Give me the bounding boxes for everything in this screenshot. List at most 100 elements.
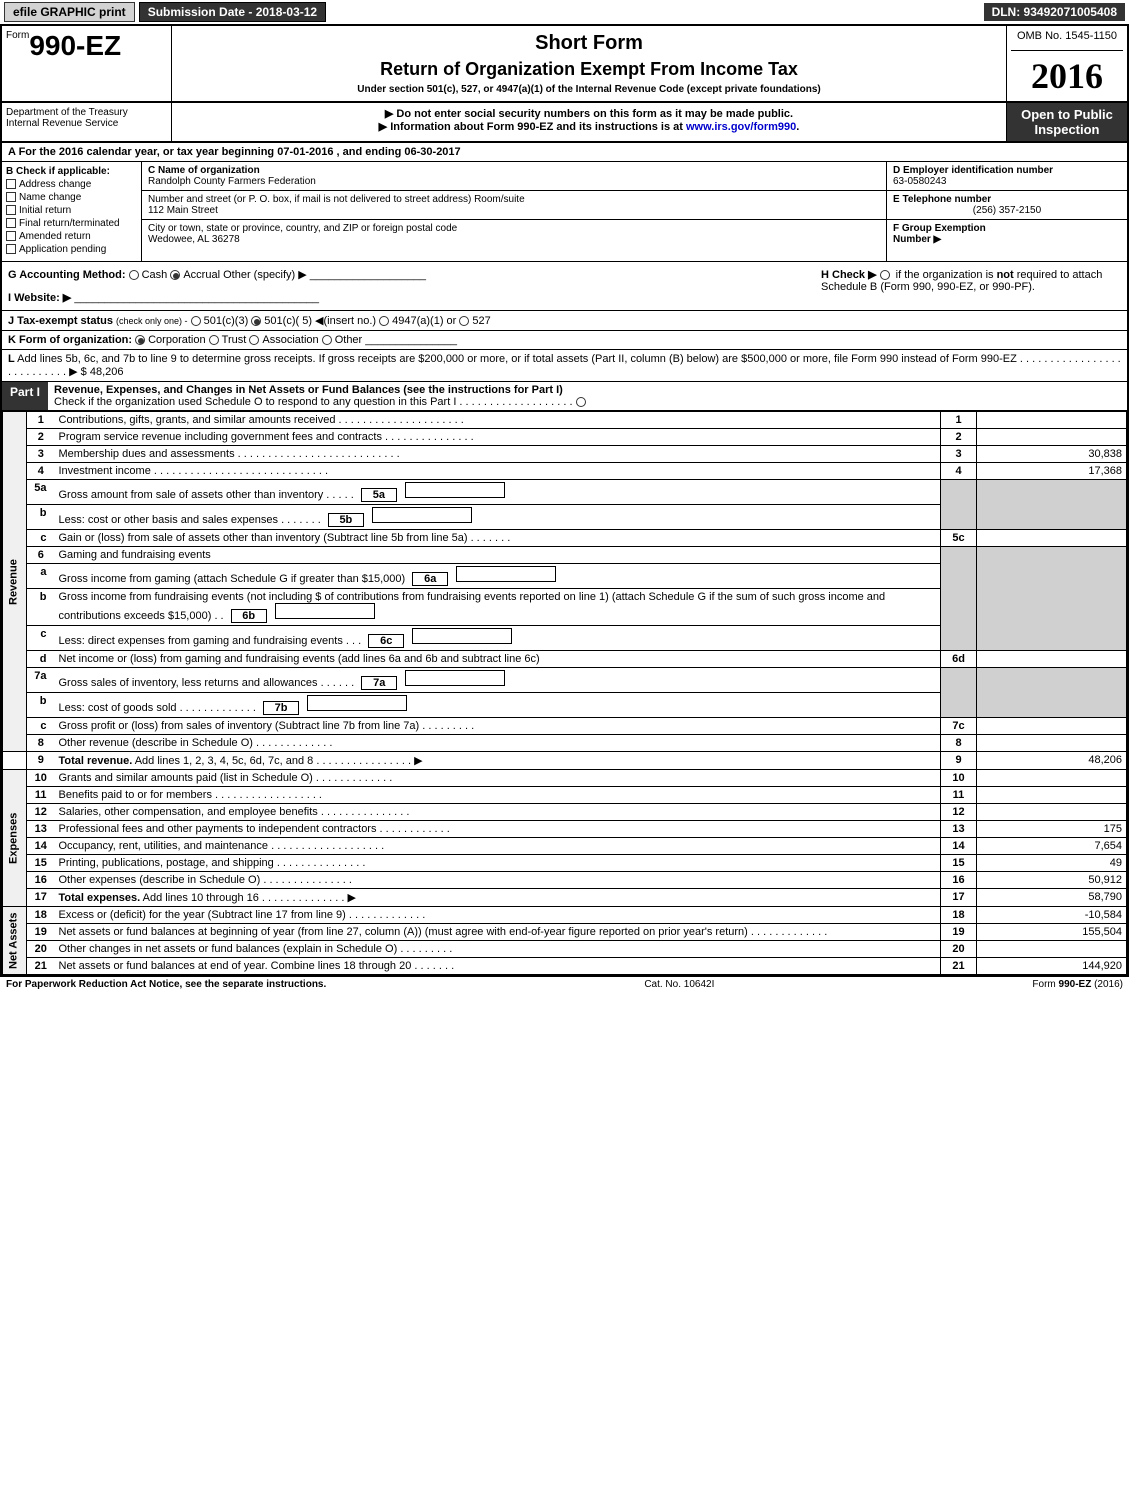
- line-9-amount: 48,206: [977, 752, 1127, 770]
- line-13-desc: Professional fees and other payments to …: [55, 821, 941, 838]
- line-7b-box: 7b: [263, 701, 299, 715]
- line-16-num: 16: [27, 872, 55, 889]
- radio-association[interactable]: [249, 335, 259, 345]
- footer: For Paperwork Reduction Act Notice, see …: [0, 977, 1129, 992]
- dept-cell: Department of the Treasury Internal Reve…: [2, 103, 172, 141]
- line-18-ref: 18: [941, 907, 977, 924]
- line-7a-desc: Gross sales of inventory, less returns a…: [55, 668, 941, 693]
- row-i: I Website: ▶ ___________________________…: [8, 291, 821, 304]
- radio-schedule-b[interactable]: [880, 270, 890, 280]
- omb-year-cell: OMB No. 1545-1150 2016: [1007, 26, 1127, 101]
- return-title: Return of Organization Exempt From Incom…: [178, 59, 1000, 80]
- part-1-title: Revenue, Expenses, and Changes in Net As…: [54, 384, 563, 396]
- line-10-desc: Grants and similar amounts paid (list in…: [55, 770, 941, 787]
- radio-other[interactable]: [322, 335, 332, 345]
- phone-label: E Telephone number: [893, 194, 1121, 205]
- phone-value: (256) 357-2150: [893, 205, 1121, 216]
- line-14-amount: 7,654: [977, 838, 1127, 855]
- section-a-label: A For the 2016 calendar year, or tax yea…: [8, 146, 277, 158]
- efile-print-button[interactable]: efile GRAPHIC print: [4, 2, 135, 22]
- h-label: H Check ▶: [821, 269, 877, 281]
- dln-label: DLN: 93492071005408: [984, 3, 1125, 21]
- line-16-desc: Other expenses (describe in Schedule O) …: [55, 872, 941, 889]
- line-6abc-amt-shaded: [977, 547, 1127, 651]
- line-12-num: 12: [27, 804, 55, 821]
- line-5c-amount: [977, 530, 1127, 547]
- line-6a-desc: Gross income from gaming (attach Schedul…: [55, 564, 941, 589]
- part-1-desc: Revenue, Expenses, and Changes in Net As…: [48, 382, 1127, 410]
- check-application-pending[interactable]: Application pending: [6, 244, 137, 255]
- line-13-ref: 13: [941, 821, 977, 838]
- line-1-desc: Contributions, gifts, grants, and simila…: [55, 412, 941, 429]
- line-6c-box: 6c: [368, 634, 404, 648]
- row-gh: G Accounting Method: Cash Accrual Other …: [2, 262, 1127, 311]
- line-2-num: 2: [27, 429, 55, 446]
- line-7ab-ref-shaded: [941, 668, 977, 718]
- line-5b-num: b: [27, 505, 55, 530]
- radio-accrual[interactable]: [170, 270, 180, 280]
- instructions-cell: ▶ Do not enter social security numbers o…: [172, 103, 1007, 141]
- line-14-desc: Occupancy, rent, utilities, and maintena…: [55, 838, 941, 855]
- radio-527[interactable]: [459, 316, 469, 326]
- radio-trust[interactable]: [209, 335, 219, 345]
- line-14-ref: 14: [941, 838, 977, 855]
- line-7b-num: b: [27, 693, 55, 718]
- 4947-label: 4947(a)(1) or: [392, 315, 456, 327]
- line-11-ref: 11: [941, 787, 977, 804]
- line-11-amount: [977, 787, 1127, 804]
- line-15-num: 15: [27, 855, 55, 872]
- row-l: L Add lines 5b, 6c, and 7b to line 9 to …: [2, 350, 1127, 382]
- instr2-pre: ▶ Information about Form 990-EZ and its …: [379, 121, 686, 133]
- radio-schedule-o[interactable]: [576, 397, 586, 407]
- line-6-num: 6: [27, 547, 55, 564]
- check-address-change[interactable]: Address change: [6, 179, 137, 190]
- irs-link[interactable]: www.irs.gov/form990: [686, 121, 796, 133]
- top-bar: efile GRAPHIC print Submission Date - 20…: [0, 0, 1129, 24]
- line-7b-desc: Less: cost of goods sold . . . . . . . .…: [55, 693, 941, 718]
- line-6c-num: c: [27, 626, 55, 651]
- line-7a-box: 7a: [361, 676, 397, 690]
- line-3-ref: 3: [941, 446, 977, 463]
- radio-501c[interactable]: [251, 316, 261, 326]
- form-container: Form990-EZ Short Form Return of Organiza…: [0, 24, 1129, 977]
- section-a: A For the 2016 calendar year, or tax yea…: [2, 143, 1127, 162]
- line-12-desc: Salaries, other compensation, and employ…: [55, 804, 941, 821]
- line-7c-desc: Gross profit or (loss) from sales of inv…: [55, 718, 941, 735]
- line-15-amount: 49: [977, 855, 1127, 872]
- line-4-desc: Investment income . . . . . . . . . . . …: [55, 463, 941, 480]
- radio-corporation[interactable]: [135, 335, 145, 345]
- footer-left: For Paperwork Reduction Act Notice, see …: [6, 979, 326, 990]
- subtitle: Under section 501(c), 527, or 4947(a)(1)…: [178, 84, 1000, 95]
- line-20-num: 20: [27, 941, 55, 958]
- line-6d-ref: 6d: [941, 651, 977, 668]
- radio-cash[interactable]: [129, 270, 139, 280]
- check-name-change[interactable]: Name change: [6, 192, 137, 203]
- omb-number: OMB No. 1545-1150: [1011, 30, 1123, 51]
- radio-4947[interactable]: [379, 316, 389, 326]
- line-19-ref: 19: [941, 924, 977, 941]
- footer-right: Form 990-EZ (2016): [1032, 979, 1123, 990]
- check-initial-return[interactable]: Initial return: [6, 205, 137, 216]
- radio-501c3[interactable]: [191, 316, 201, 326]
- line-7a-num: 7a: [27, 668, 55, 693]
- assoc-label: Association: [262, 334, 318, 346]
- row-h: H Check ▶ if the organization is not req…: [821, 268, 1121, 304]
- line-6b-num: b: [27, 589, 55, 626]
- line-21-ref: 21: [941, 958, 977, 975]
- form-number: 990-EZ: [29, 30, 121, 61]
- line-8-num: 8: [27, 735, 55, 752]
- check-amended-return[interactable]: Amended return: [6, 231, 137, 242]
- row-l-text: L Add lines 5b, 6c, and 7b to line 9 to …: [8, 353, 1121, 378]
- footer-center: Cat. No. 10642I: [644, 979, 714, 990]
- line-6d-amount: [977, 651, 1127, 668]
- line-19-desc: Net assets or fund balances at beginning…: [55, 924, 941, 941]
- line-3-amount: 30,838: [977, 446, 1127, 463]
- addr-label: Number and street (or P. O. box, if mail…: [148, 194, 880, 205]
- other-org-label: Other: [335, 334, 363, 346]
- check-final-return[interactable]: Final return/terminated: [6, 218, 137, 229]
- city-label: City or town, state or province, country…: [148, 223, 880, 234]
- section-b-label: B Check if applicable:: [6, 166, 137, 177]
- line-7c-amount: [977, 718, 1127, 735]
- row-k: K Form of organization: Corporation Trus…: [2, 331, 1127, 350]
- line-17-amount: 58,790: [977, 889, 1127, 907]
